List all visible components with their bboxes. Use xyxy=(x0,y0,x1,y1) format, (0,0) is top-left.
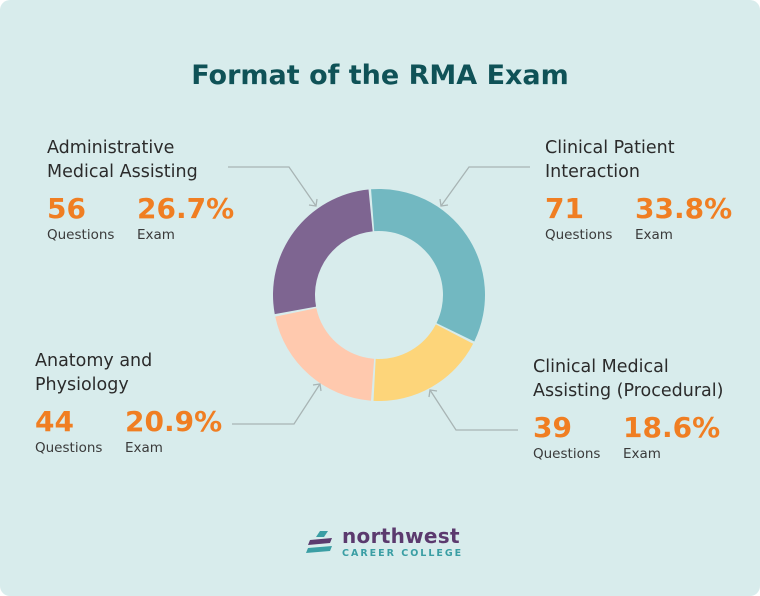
exam-label: Exam xyxy=(125,440,163,456)
category-name: Clinical Patient Interaction xyxy=(545,138,675,182)
question-count: 71 xyxy=(545,192,584,225)
category-anatomy: Anatomy and Physiology 44 Questions 20.9… xyxy=(35,349,222,456)
category-clinical-medical: Clinical Medical Assisting (Procedural) … xyxy=(533,355,723,462)
logo-subtitle: CAREER COLLEGE xyxy=(342,548,464,559)
leader-arrowhead-4 xyxy=(428,389,438,398)
category-name: Administrative Medical Assisting xyxy=(47,138,198,182)
leader-arrowhead-1 xyxy=(308,198,318,207)
category-name: Anatomy and Physiology xyxy=(35,351,153,395)
exam-percent: 26.7% xyxy=(137,192,235,225)
category-administrative: Administrative Medical Assisting 56 Ques… xyxy=(47,136,234,243)
exam-label: Exam xyxy=(137,227,175,243)
stripes-logo-icon xyxy=(306,531,332,553)
leader-line-3 xyxy=(232,383,321,425)
category-clinical-patient: Clinical Patient Interaction 71 Question… xyxy=(545,136,732,243)
question-count: 39 xyxy=(533,411,572,444)
donut-slice-4 xyxy=(273,189,373,315)
exam-percent: 18.6% xyxy=(623,411,721,444)
chart-title: Format of the RMA Exam xyxy=(191,60,569,91)
logo-wordmark: northwest xyxy=(342,524,460,548)
donut-slice-1 xyxy=(371,189,485,342)
question-count: 56 xyxy=(47,192,86,225)
donut-slice-2 xyxy=(373,324,474,401)
leader-line-2 xyxy=(440,166,530,207)
question-count: 44 xyxy=(35,405,74,438)
questions-label: Questions xyxy=(533,446,601,462)
questions-label: Questions xyxy=(35,440,103,456)
questions-label: Questions xyxy=(545,227,613,243)
exam-label: Exam xyxy=(635,227,673,243)
leader-arrowhead-3 xyxy=(312,383,322,392)
leader-arrowhead-2 xyxy=(439,198,449,207)
exam-label: Exam xyxy=(623,446,661,462)
college-logo: northwest CAREER COLLEGE xyxy=(306,526,463,560)
leader-line-4 xyxy=(429,389,518,431)
donut-slice-3 xyxy=(275,308,375,401)
exam-percent: 33.8% xyxy=(635,192,733,225)
category-name: Clinical Medical Assisting (Procedural) xyxy=(533,357,724,401)
exam-percent: 20.9% xyxy=(125,405,223,438)
questions-label: Questions xyxy=(47,227,115,243)
leader-line-1 xyxy=(228,166,317,207)
